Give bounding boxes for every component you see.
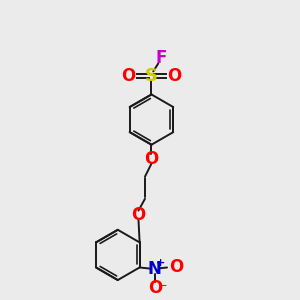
Text: O: O	[148, 279, 162, 297]
Text: O: O	[169, 259, 183, 277]
Text: N: N	[148, 260, 162, 278]
Text: +: +	[156, 258, 165, 268]
Text: O: O	[144, 150, 159, 168]
Text: F: F	[155, 49, 167, 67]
Text: O: O	[131, 206, 146, 224]
Text: S: S	[145, 67, 158, 85]
Text: O: O	[121, 67, 136, 85]
Text: ⁻: ⁻	[159, 280, 166, 295]
Text: O: O	[167, 67, 182, 85]
